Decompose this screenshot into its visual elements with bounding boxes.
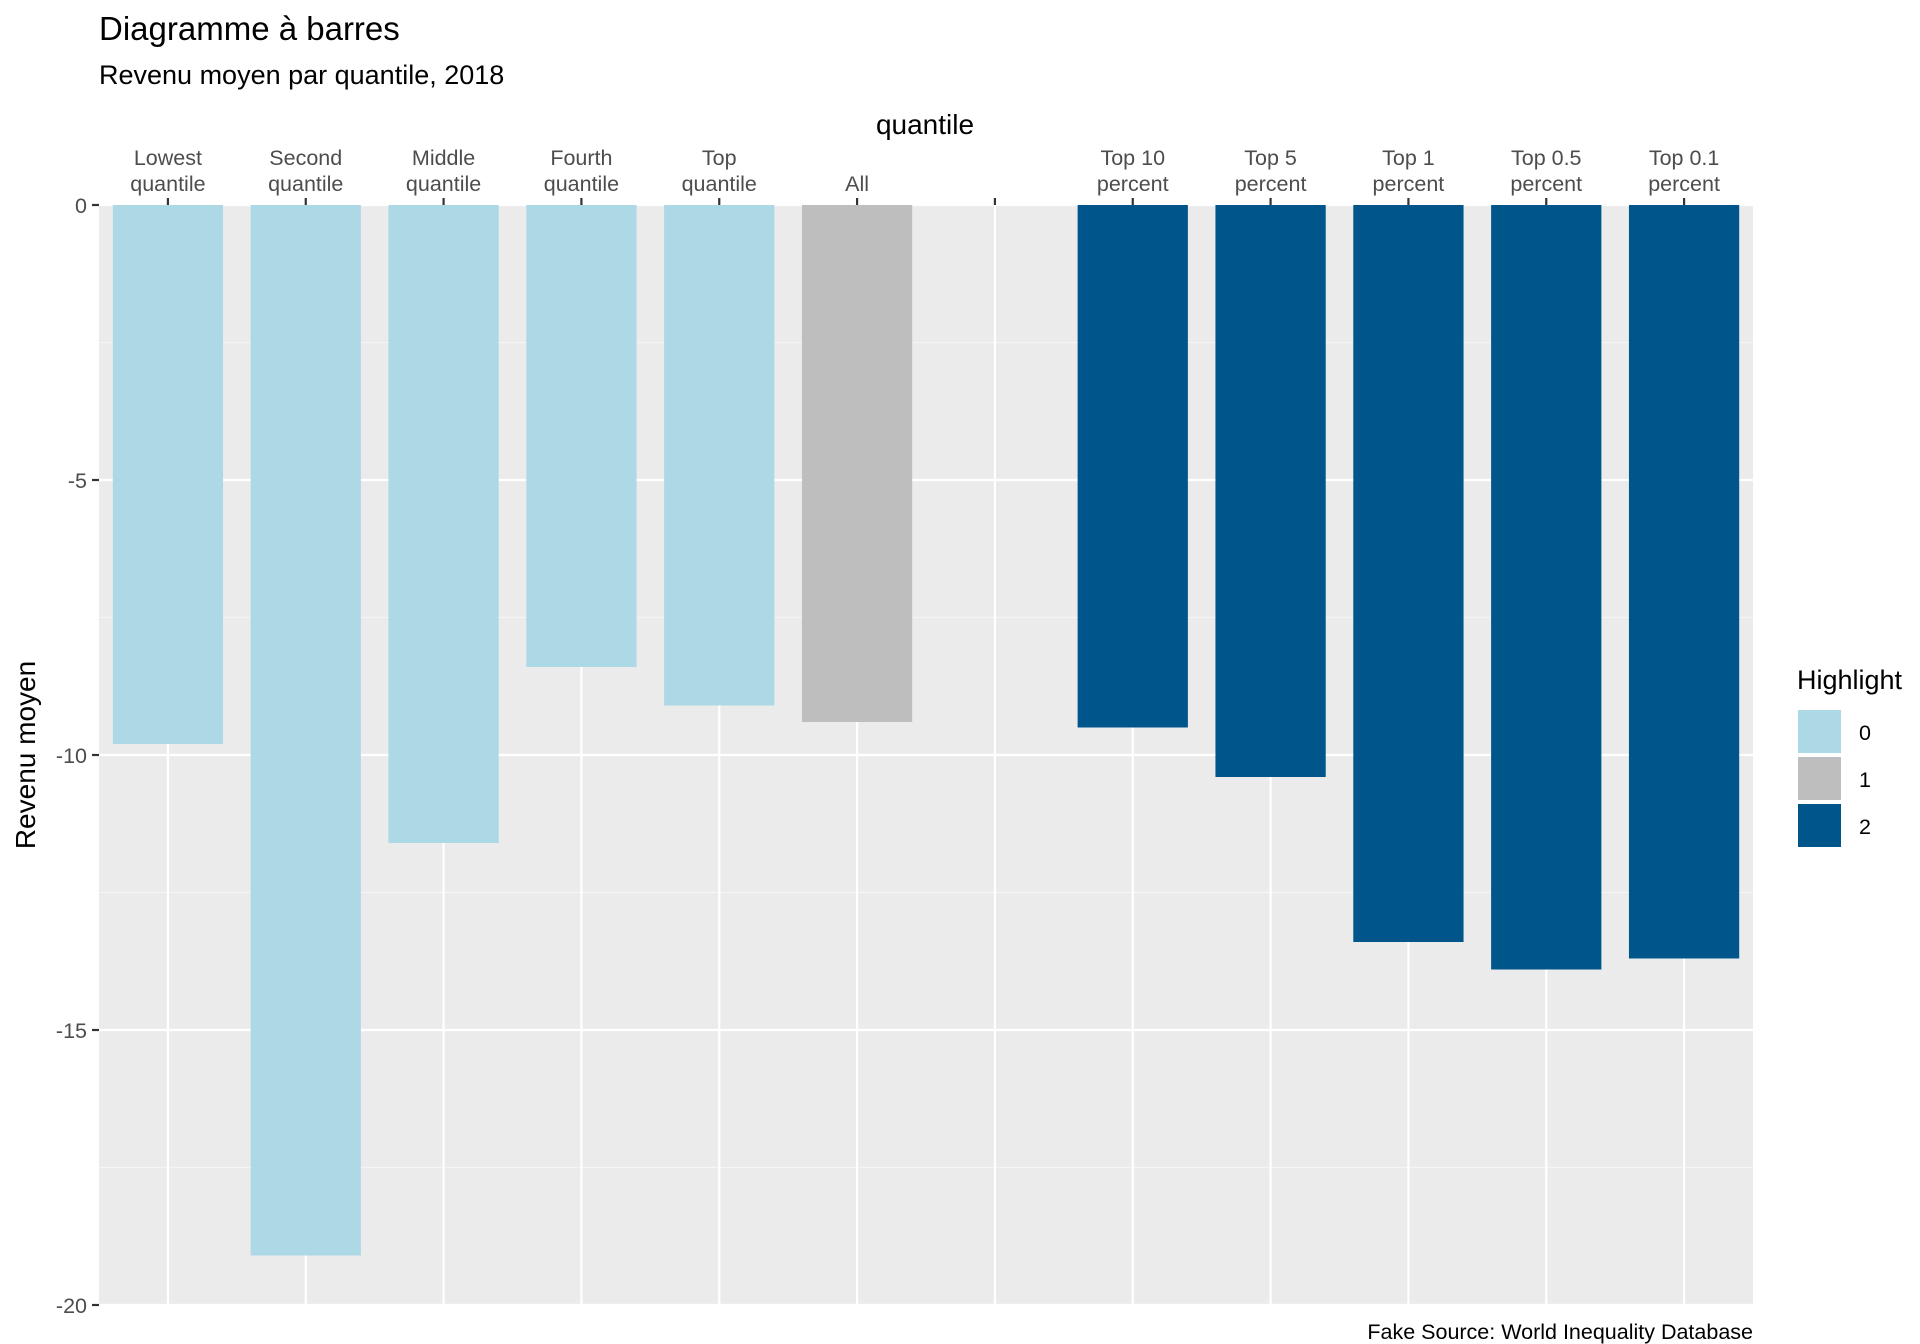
legend-swatch [1798,757,1841,800]
x-tick-label: Top [702,146,737,170]
x-tick-label: quantile [406,172,481,196]
x-tick-label: Lowest [134,146,202,170]
bar [112,205,224,744]
x-tick-label: percent [1510,172,1582,196]
chart-caption: Fake Source: World Inequality Database [1367,1320,1753,1344]
bar [1491,205,1602,970]
chart-subtitle: Revenu moyen par quantile, 2018 [99,60,504,90]
bar [1215,205,1326,777]
x-tick-label: Top 1 [1382,146,1435,170]
x-tick-label: quantile [130,172,205,196]
bar [801,205,913,722]
y-tick-label: -10 [56,744,87,768]
y-tick-label: -20 [56,1294,87,1318]
x-tick-label: percent [1097,172,1169,196]
bar [388,205,499,843]
bar [1077,205,1188,728]
y-tick-label: -15 [56,1019,87,1043]
legend: Highlight 0 1 2 [1797,665,1903,847]
chart-title: Diagramme à barres [99,10,400,47]
x-tick-label: All [845,172,869,196]
y-axis-title: Revenu moyen [10,661,41,849]
bar [250,205,361,1256]
legend-title: Highlight [1797,665,1903,695]
bar [1628,205,1740,959]
legend-label: 1 [1859,768,1871,792]
y-axis-ticks: 0 -5 -10 -15 -20 [56,194,99,1318]
bar [664,205,775,706]
bar [1353,205,1464,942]
x-tick-label: Top 0.1 [1649,146,1720,170]
x-tick-label: Second [269,146,342,170]
x-tick-label: Top 0.5 [1511,146,1582,170]
x-axis-title: quantile [876,109,974,140]
bars-layer [112,205,1740,1256]
x-tick-label: percent [1235,172,1307,196]
legend-swatch [1798,804,1841,847]
legend-swatch [1798,710,1841,753]
y-tick-label: 0 [75,194,87,218]
y-tick-label: -5 [68,469,87,493]
x-tick-label: quantile [682,172,757,196]
x-tick-label: Top 10 [1100,146,1165,170]
x-tick-label: quantile [544,172,619,196]
x-tick-label: Top 5 [1244,146,1297,170]
legend-label: 0 [1859,721,1871,745]
x-tick-label: quantile [268,172,343,196]
bar [526,205,637,667]
legend-label: 2 [1859,815,1871,839]
x-axis-ticks: LowestquantileSecondquantileMiddlequanti… [130,146,1720,205]
x-tick-label: percent [1373,172,1445,196]
x-tick-label: Middle [412,146,475,170]
x-tick-label: Fourth [550,146,612,170]
x-tick-label: percent [1648,172,1720,196]
